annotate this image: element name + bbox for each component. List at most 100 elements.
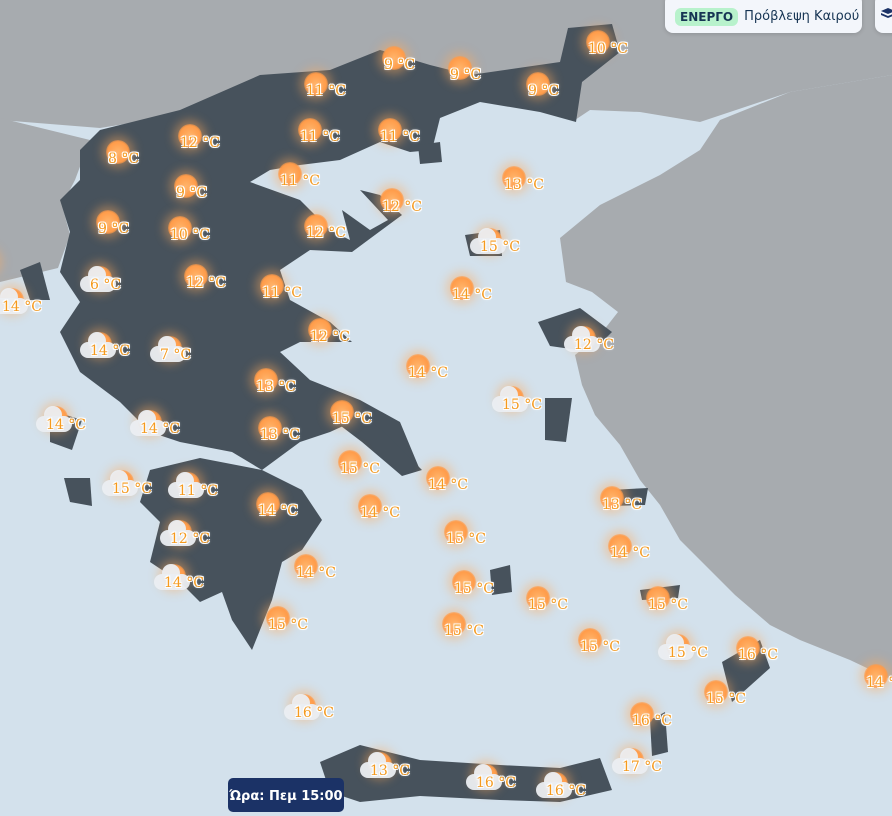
temperature-label: 14 °C	[296, 565, 336, 581]
temperature-label: 15 °C	[648, 597, 688, 613]
temperature-label: 8 °C	[108, 151, 140, 167]
temperature-label: 14 °C	[452, 287, 492, 303]
cloud-icon	[612, 748, 648, 774]
time-label: Ώρα: Πεμ 15:00	[228, 778, 344, 812]
sun-icon	[406, 354, 430, 378]
temperature-label: 16 °C	[476, 775, 516, 791]
cloud-icon	[536, 772, 572, 798]
sun-icon	[704, 680, 728, 704]
temperature-label: 11 °C	[306, 83, 346, 99]
temperature-label: 14 °C	[164, 575, 204, 591]
turkey-land	[560, 75, 892, 680]
layers-button[interactable]	[875, 0, 892, 33]
temperature-label: 14 °C	[46, 417, 86, 433]
sun-icon	[608, 534, 632, 558]
forecast-status-card[interactable]: ΕΝΕΡΓΟ Πρόβλεψη Καιρού	[665, 0, 862, 33]
sun-icon	[266, 606, 290, 630]
cloud-icon	[470, 228, 506, 254]
sun-icon	[864, 664, 888, 688]
temperature-label: 14 °C	[866, 675, 892, 691]
sun-icon	[502, 166, 526, 190]
cloud-icon	[0, 288, 28, 314]
temperature-label: 12 °C	[574, 337, 614, 353]
sun-icon	[442, 612, 466, 636]
sun-icon	[304, 214, 328, 238]
temperature-label: 13 °C	[504, 177, 544, 193]
thasos	[418, 142, 442, 164]
cloud-icon	[492, 386, 528, 412]
cloud-icon	[80, 266, 116, 292]
sun-icon	[526, 72, 550, 96]
forecast-title: Πρόβλεψη Καιρού	[744, 9, 860, 24]
active-badge: ΕΝΕΡΓΟ	[675, 7, 739, 26]
sun-icon	[298, 118, 322, 142]
temperature-label: 11 °C	[380, 129, 420, 145]
sun-icon	[304, 72, 328, 96]
sun-icon	[294, 554, 318, 578]
zakynthos	[64, 478, 92, 506]
cloud-icon	[564, 326, 600, 352]
temperature-label: 12 °C	[306, 225, 346, 241]
cloud-icon	[36, 406, 72, 432]
karpathos	[650, 712, 668, 756]
temperature-label: 15 °C	[112, 481, 152, 497]
temperature-label: 14 °C	[610, 545, 650, 561]
sun-icon	[380, 188, 404, 212]
temperature-label: 13 °C	[602, 497, 642, 513]
sun-icon	[378, 118, 402, 142]
cloud-icon	[130, 410, 166, 436]
cloud-icon	[160, 520, 196, 546]
cloud-icon	[150, 336, 186, 362]
temperature-label: 14 °C	[408, 365, 448, 381]
sun-icon	[578, 628, 602, 652]
temperature-label: 10 °C	[588, 41, 628, 57]
temperature-label: 14 °C	[258, 503, 298, 519]
temperature-label: 13 °C	[256, 379, 296, 395]
temperature-label: 15 °C	[446, 531, 486, 547]
sun-icon	[338, 450, 362, 474]
temperature-label: 9 °C	[98, 221, 130, 237]
temperature-label: 14 °C	[90, 343, 130, 359]
chios	[545, 398, 572, 442]
sun-icon	[630, 702, 654, 726]
temperature-label: 7 °C	[160, 347, 192, 363]
sun-icon	[736, 636, 760, 660]
sun-icon	[382, 46, 406, 70]
sun-icon	[254, 368, 278, 392]
temperature-label: 10 °C	[170, 227, 210, 243]
temperature-label: 12 °C	[180, 135, 220, 151]
sun-icon	[444, 520, 468, 544]
layers-icon	[881, 8, 892, 18]
sun-icon	[256, 492, 280, 516]
albania-land	[0, 118, 90, 282]
sun-icon	[426, 466, 450, 490]
cloud-icon	[360, 752, 396, 778]
sun-icon	[174, 174, 198, 198]
temperature-label: 12 °C	[186, 275, 226, 291]
temperature-label: 15 °C	[480, 239, 520, 255]
sun-icon	[184, 264, 208, 288]
corfu	[20, 262, 50, 300]
temperature-label: 13 °C	[370, 763, 410, 779]
temperature-label: 15 °C	[454, 581, 494, 597]
cloud-icon	[284, 694, 320, 720]
temperature-label: 9 °C	[384, 57, 416, 73]
temperature-label: 12 °C	[310, 329, 350, 345]
sun-icon	[586, 30, 610, 54]
temperature-label: 14 °C	[428, 477, 468, 493]
temperature-label: 15 °C	[502, 397, 542, 413]
sun-icon	[450, 276, 474, 300]
rhodes	[722, 640, 770, 702]
sun-icon	[168, 216, 192, 240]
temperature-label: 16 °C	[738, 647, 778, 663]
sun-icon	[96, 210, 120, 234]
sun-icon	[278, 162, 302, 186]
temperature-label: 11 °C	[262, 285, 302, 301]
sun-icon	[452, 570, 476, 594]
temperature-label: 16 °C	[546, 783, 586, 799]
cloud-icon	[466, 764, 502, 790]
temperature-label: 12 °C	[382, 199, 422, 215]
cloud-icon	[80, 332, 116, 358]
sun-icon	[600, 486, 624, 510]
